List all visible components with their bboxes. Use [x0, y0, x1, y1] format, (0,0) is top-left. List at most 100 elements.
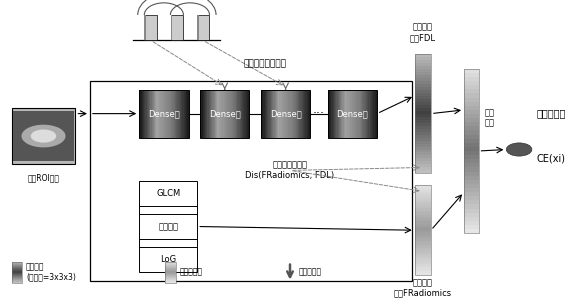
Bar	[340, 90, 341, 138]
Bar	[224, 90, 226, 138]
Bar	[332, 90, 334, 138]
Bar	[464, 69, 478, 233]
Bar	[212, 90, 213, 138]
Bar	[372, 90, 374, 138]
Bar	[266, 90, 267, 138]
Bar	[415, 161, 431, 164]
Bar	[355, 90, 356, 138]
Bar	[350, 90, 351, 138]
Bar	[415, 167, 431, 170]
Text: 深度学习特征提取: 深度学习特征提取	[244, 60, 287, 69]
Bar	[165, 281, 176, 282]
Bar	[169, 90, 170, 138]
Bar	[305, 90, 307, 138]
Bar	[464, 192, 478, 196]
Bar	[170, 90, 171, 138]
Bar	[165, 267, 176, 268]
Bar	[415, 87, 431, 90]
Bar	[171, 90, 172, 138]
Bar	[12, 108, 75, 164]
Bar	[294, 90, 296, 138]
Bar	[358, 90, 360, 138]
Bar	[415, 190, 431, 192]
Bar	[223, 90, 224, 138]
Bar	[360, 90, 361, 138]
Bar	[415, 233, 431, 235]
Bar	[232, 90, 233, 138]
Bar	[415, 221, 431, 224]
Bar	[464, 130, 478, 135]
Bar	[415, 84, 431, 87]
Circle shape	[506, 143, 532, 156]
Bar	[346, 90, 347, 138]
Bar	[415, 93, 431, 96]
Bar	[339, 90, 340, 138]
Bar	[415, 255, 431, 257]
Bar	[177, 90, 179, 138]
Text: 肺部ROI影像: 肺部ROI影像	[27, 173, 60, 182]
Bar	[415, 246, 431, 248]
Bar	[12, 282, 22, 283]
Bar	[464, 205, 478, 209]
Bar	[415, 230, 431, 233]
Bar	[338, 90, 339, 138]
Bar	[464, 89, 478, 93]
Bar	[415, 185, 431, 275]
Circle shape	[31, 129, 56, 143]
Bar	[415, 123, 431, 126]
Bar	[366, 90, 367, 138]
Bar	[464, 97, 478, 102]
Bar	[210, 90, 211, 138]
Bar	[415, 199, 431, 201]
Bar	[415, 54, 431, 57]
Bar	[165, 277, 176, 278]
Bar	[222, 90, 223, 138]
Bar	[415, 212, 431, 215]
Bar	[415, 117, 431, 120]
Bar	[165, 269, 176, 270]
Bar	[464, 106, 478, 110]
Text: 三维卷积
(卷积核=3x3x3): 三维卷积 (卷积核=3x3x3)	[26, 263, 76, 282]
Bar	[415, 147, 431, 150]
Bar	[201, 90, 202, 138]
Bar	[464, 196, 478, 200]
Bar	[276, 90, 277, 138]
Bar	[368, 90, 369, 138]
Bar	[261, 90, 262, 138]
Bar	[415, 114, 431, 117]
Bar	[218, 90, 219, 138]
Bar	[328, 90, 377, 138]
Bar	[464, 213, 478, 217]
Bar	[415, 242, 431, 244]
Bar	[12, 276, 22, 277]
Bar	[165, 90, 166, 138]
Bar	[302, 90, 303, 138]
Bar	[331, 90, 333, 138]
Bar	[165, 279, 176, 280]
Bar	[464, 73, 478, 77]
Bar	[328, 90, 329, 138]
Bar	[230, 90, 231, 138]
Bar	[165, 282, 176, 283]
Bar	[187, 90, 188, 138]
Bar	[158, 90, 159, 138]
Bar	[415, 185, 431, 188]
Bar	[464, 122, 478, 126]
Text: 最大值池化: 最大值池化	[299, 268, 322, 277]
Bar	[464, 102, 478, 106]
Bar	[415, 120, 431, 123]
Bar	[415, 194, 431, 197]
Bar	[165, 276, 176, 277]
Bar	[202, 90, 204, 138]
Bar	[415, 215, 431, 217]
Bar	[415, 57, 431, 60]
Bar	[356, 90, 357, 138]
Bar	[204, 90, 205, 138]
Text: 小波特征: 小波特征	[158, 222, 178, 231]
Bar	[300, 90, 302, 138]
Bar	[303, 90, 304, 138]
Bar	[415, 188, 431, 190]
Bar	[349, 90, 350, 138]
Bar	[287, 90, 288, 138]
Bar	[229, 90, 230, 138]
